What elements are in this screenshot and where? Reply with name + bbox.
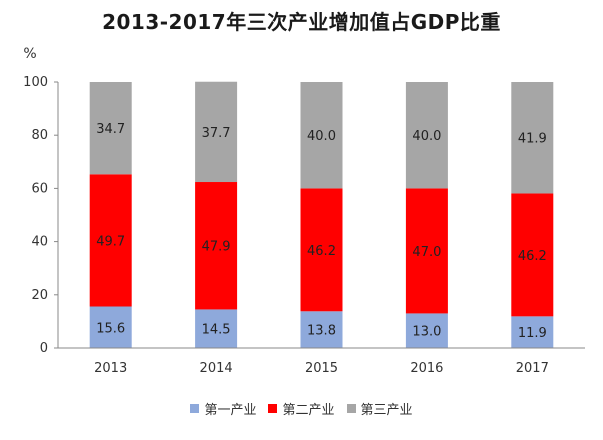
legend-item-primary: 第一产业 — [190, 399, 256, 418]
y-tick-label: 20 — [31, 288, 48, 303]
bar-segment-2016-0 — [405, 313, 448, 348]
legend-label-primary: 第一产业 — [204, 403, 257, 418]
data-label-2013-1: 49.7 — [96, 234, 125, 249]
bar-segment-2017-2 — [511, 82, 554, 194]
data-label-2017-2: 41.9 — [518, 132, 547, 147]
legend-swatch-primary — [190, 404, 200, 413]
bar-segment-2013-2 — [89, 82, 132, 175]
data-label-2015-0: 13.8 — [307, 324, 336, 339]
data-label-2014-0: 14.5 — [202, 323, 231, 338]
bar-segment-2017-0 — [511, 316, 554, 348]
y-tick-label: 80 — [31, 128, 48, 143]
x-tick-label-2014: 2014 — [200, 361, 233, 376]
data-label-2017-1: 46.2 — [518, 249, 547, 264]
data-label-2015-1: 46.2 — [307, 244, 336, 259]
data-label-2014-2: 37.7 — [202, 126, 231, 141]
data-label-2013-2: 34.7 — [96, 122, 125, 137]
y-tick-label: 0 — [40, 341, 48, 356]
bar-segment-2015-0 — [300, 311, 343, 348]
bar-segment-2014-0 — [195, 309, 238, 348]
chart-title: 2013-2017年三次产业增加值占GDP比重 — [102, 10, 501, 34]
x-tick-label-2013: 2013 — [94, 361, 127, 376]
y-tick-label: 100 — [23, 75, 48, 90]
data-label-2016-0: 13.0 — [412, 325, 441, 340]
data-label-2017-0: 11.9 — [518, 326, 547, 341]
data-label-2015-2: 40.0 — [307, 129, 336, 144]
legend-label-secondary: 第二产业 — [282, 403, 335, 418]
legend-swatch-secondary — [268, 404, 278, 413]
bar-segment-2016-1 — [405, 188, 448, 314]
data-label-2016-1: 47.0 — [412, 245, 441, 260]
legend: 第一产业 第二产业 第三产业 — [0, 399, 603, 418]
data-label-2016-2: 40.0 — [412, 129, 441, 144]
x-tick-label-2017: 2017 — [516, 361, 549, 376]
y-axis: 0 20 40 60 80 100 — [23, 75, 58, 356]
legend-item-secondary: 第二产业 — [268, 399, 335, 418]
legend-item-tertiary: 第三产业 — [346, 399, 413, 418]
bars-group: 15.6 49.7 34.7 14.5 47.9 37.7 13.8 46.2 40.0 13.0… — [89, 81, 554, 348]
x-axis: 2013 2014 2015 2016 2017 — [94, 361, 549, 376]
y-tick-label: 40 — [31, 235, 48, 250]
bar-segment-2015-1 — [300, 188, 343, 312]
y-tick-label: 60 — [31, 181, 48, 196]
x-tick-label-2015: 2015 — [305, 361, 338, 376]
bar-segment-2016-2 — [405, 82, 448, 189]
data-label-2013-0: 15.6 — [96, 321, 125, 336]
bar-segment-2014-2 — [195, 81, 238, 183]
bar-segment-2013-0 — [89, 306, 132, 348]
legend-swatch-tertiary — [346, 404, 356, 413]
y-axis-unit: % — [23, 46, 36, 62]
bar-segment-2014-1 — [195, 182, 238, 310]
x-tick-label-2016: 2016 — [410, 361, 443, 376]
bar-segment-2017-1 — [511, 193, 554, 317]
data-label-2014-1: 47.9 — [202, 240, 231, 255]
bar-segment-2013-1 — [89, 174, 132, 307]
bar-segment-2015-2 — [300, 82, 343, 189]
legend-label-tertiary: 第三产业 — [360, 403, 413, 418]
